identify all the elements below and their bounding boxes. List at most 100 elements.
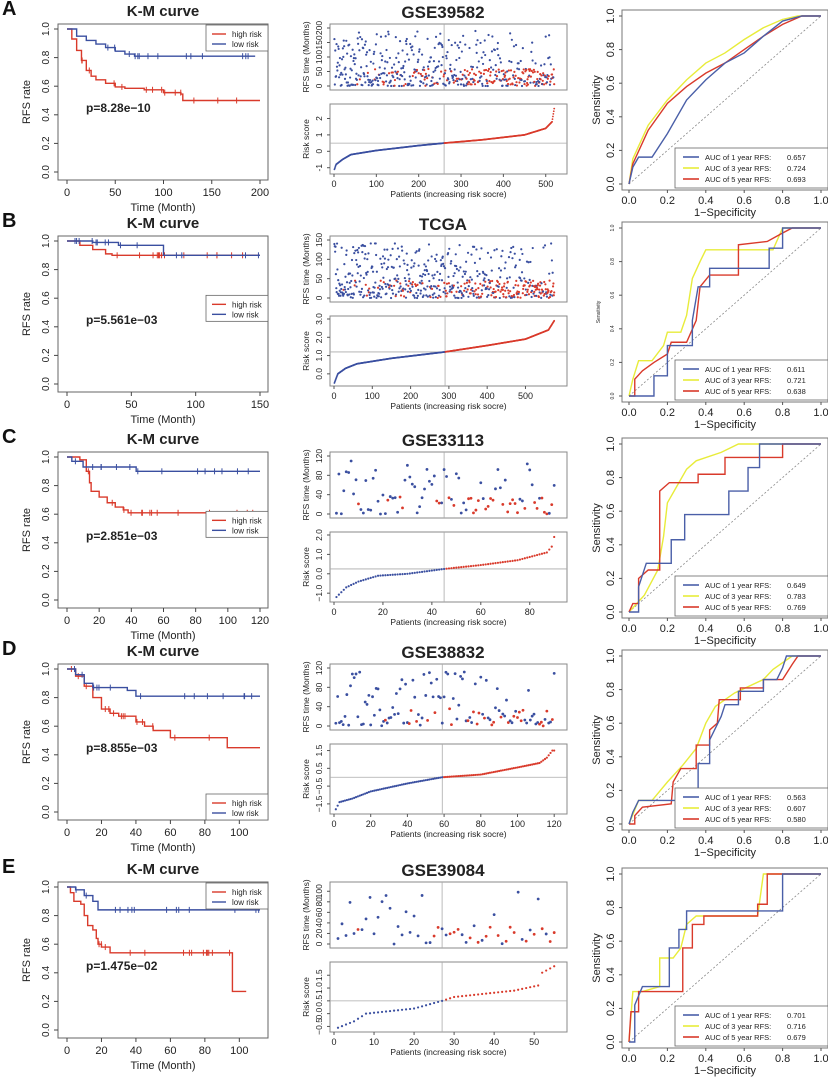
km-y-tick-label: 0.8 — [41, 262, 52, 276]
patient-point — [448, 80, 451, 84]
roc-legend-box — [674, 575, 828, 617]
risk-score-point — [532, 763, 536, 766]
patient-point — [343, 77, 347, 80]
patient-point — [530, 50, 533, 53]
patient-point — [528, 928, 532, 932]
risk-score-point — [453, 995, 456, 999]
survival-scatter-frame — [329, 663, 568, 731]
patient-point — [444, 84, 447, 87]
patient-point — [494, 64, 497, 67]
patient-point — [420, 275, 424, 278]
patient-point — [440, 927, 444, 931]
risk-score-point — [430, 569, 433, 572]
roc-x-tick-label: 0.0 — [621, 195, 636, 207]
patient-point — [379, 279, 382, 282]
panel-row-a: A K-M curve 0 50 100 150 200 0.0 0.2 0.4 0.6 0.8 1.0… — [0, 0, 828, 219]
patient-point — [429, 295, 432, 299]
risk-score-point — [404, 1008, 408, 1011]
km-y-tick-label: 0.6 — [41, 719, 52, 733]
patient-point — [339, 73, 342, 76]
risk-score-point — [395, 784, 398, 787]
patient-point — [381, 493, 385, 497]
patient-point — [520, 271, 524, 274]
patient-point — [418, 84, 422, 87]
patient-point — [488, 80, 491, 83]
patient-point — [339, 294, 342, 297]
patient-point — [530, 69, 533, 72]
patient-point — [399, 282, 402, 285]
patient-point — [390, 84, 393, 88]
patient-point — [390, 66, 394, 69]
risk-score-point — [527, 764, 530, 767]
patient-point — [385, 267, 388, 271]
km-curve-low-risk — [67, 456, 260, 472]
patient-point — [412, 294, 416, 297]
patient-point — [456, 286, 460, 289]
risk-score-point — [455, 775, 459, 778]
km-y-axis-label: RFS rate — [21, 508, 33, 552]
patient-point — [506, 280, 509, 283]
patient-point — [366, 71, 369, 74]
patient-point — [423, 78, 426, 81]
roc-legend-label: AUC of 5 year RFS: — [705, 387, 771, 396]
patient-x-tick-label: 300 — [441, 391, 456, 401]
roc-y-tick-label: 0.8 — [605, 682, 617, 697]
patient-point — [503, 78, 506, 81]
patient-point — [483, 277, 486, 280]
patient-point — [343, 285, 346, 289]
patient-point — [371, 270, 375, 273]
patient-point — [352, 59, 355, 63]
patient-point — [365, 294, 369, 297]
risk-score-point — [400, 783, 403, 786]
patient-point — [494, 706, 497, 710]
patient-point — [408, 287, 411, 290]
patient-point — [412, 84, 415, 87]
patient-point — [418, 48, 421, 51]
time-y-tick-label: 120 — [314, 661, 324, 675]
patient-point — [340, 71, 343, 75]
roc-x-tick-label: 0.4 — [698, 1053, 713, 1065]
patient-point — [434, 35, 438, 38]
patient-point — [367, 78, 370, 81]
patient-point — [503, 267, 506, 270]
patient-point — [414, 35, 417, 38]
patient-point — [405, 42, 408, 46]
roc-curve-year-3 — [628, 227, 821, 397]
risk-score-point — [447, 567, 451, 570]
patient-point — [472, 511, 475, 515]
patient-point — [432, 70, 435, 73]
roc-legend-label: AUC of 3 year RFS: — [705, 1022, 771, 1031]
patient-point — [359, 75, 362, 78]
patient-point — [348, 43, 351, 46]
patient-point — [387, 258, 390, 261]
panel-letter: A — [2, 0, 17, 20]
patient-point — [526, 288, 529, 291]
risk-score-point — [517, 988, 520, 991]
patient-point — [525, 293, 528, 296]
patient-point — [374, 468, 377, 472]
patient-point — [437, 60, 441, 63]
patient-point — [381, 266, 384, 269]
patient-point — [447, 251, 450, 255]
roc-y-tick-label: 1.0 — [605, 648, 617, 663]
risk-score-point — [433, 569, 436, 572]
patient-point — [433, 292, 436, 295]
patient-point — [478, 272, 481, 276]
patient-point — [392, 942, 396, 946]
risk-score-point — [367, 577, 370, 580]
patient-point — [550, 289, 553, 293]
patient-x-axis-label: Patients (increasing risk socre) — [390, 617, 506, 627]
km-x-axis-label: Time (Month) — [131, 630, 196, 642]
patient-point — [396, 70, 400, 73]
patient-point — [458, 78, 461, 81]
patient-point — [553, 291, 556, 294]
patient-point — [393, 242, 396, 245]
risk-score-point — [479, 563, 482, 567]
patient-point — [502, 293, 505, 296]
patient-point — [424, 694, 428, 697]
patient-point — [544, 283, 547, 286]
patient-point — [404, 910, 408, 914]
patient-point — [342, 489, 346, 493]
patient-point — [396, 247, 400, 250]
patient-point — [530, 714, 534, 718]
